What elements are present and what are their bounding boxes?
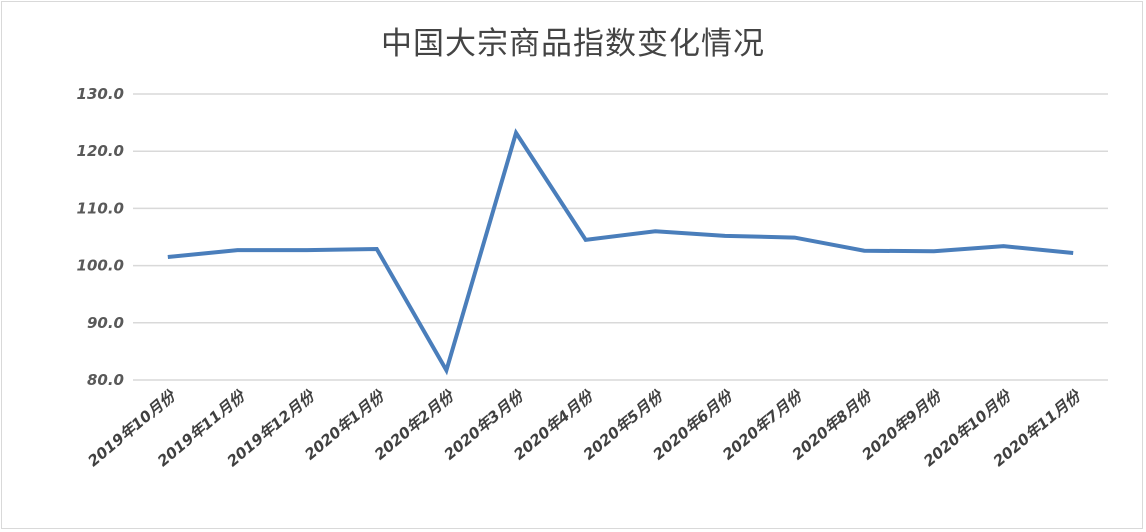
y-tick-label: 130.0 [77,85,124,103]
y-tick-label: 120.0 [77,142,124,160]
y-tick-label: 110.0 [77,199,124,217]
chart-title: 中国大宗商品指数变化情况 [381,26,765,62]
y-tick-label: 90.0 [87,314,124,332]
y-tick-label: 80.0 [87,371,124,389]
series-line [167,128,1074,376]
y-tick-label: 100.0 [77,257,124,275]
